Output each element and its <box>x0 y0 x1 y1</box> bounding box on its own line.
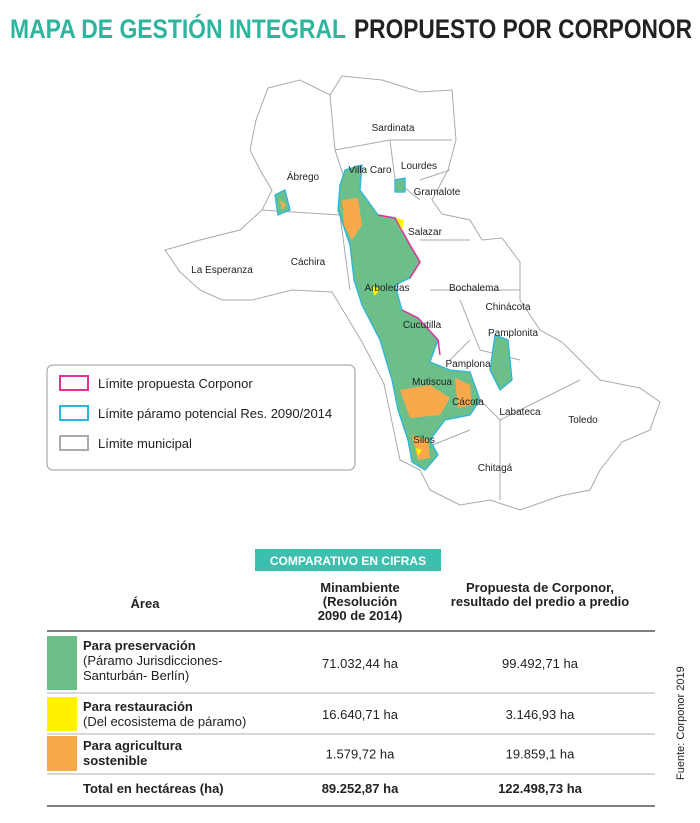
municipality-label: Sardinata <box>372 123 415 134</box>
row-title: Para restauración <box>83 699 193 714</box>
municipality-label: Gramalote <box>414 187 461 198</box>
column-header: Propuesta de Corponor, <box>466 580 614 595</box>
row-swatch <box>47 736 77 771</box>
table-banner-text: COMPARATIVO EN CIFRAS <box>270 554 426 568</box>
legend-box <box>46 364 356 471</box>
legend-swatch <box>59 375 89 391</box>
map <box>164 75 661 511</box>
column-header: (Resolución <box>323 594 397 609</box>
municipality-label: Pamplona <box>445 359 490 370</box>
agriculture-zone <box>280 198 472 460</box>
municipality-label: Bochalema <box>449 283 499 294</box>
municipality-label: Chinácota <box>485 302 530 313</box>
legend-label: Límite páramo potencial Res. 2090/2014 <box>98 406 332 421</box>
paramo-patch <box>274 177 513 392</box>
row-swatch <box>47 636 77 690</box>
row-value: 16.640,71 ha <box>322 707 399 722</box>
municipality-label: Mutiscua <box>412 377 452 388</box>
table-banner <box>255 549 441 571</box>
legend-swatch <box>59 405 89 421</box>
municipality-label: Cucutilla <box>403 320 442 331</box>
total-value: 89.252,87 ha <box>322 781 399 796</box>
total-label: Total en hectáreas (ha) <box>83 781 224 796</box>
row-swatch <box>47 697 77 731</box>
legend-label: Límite propuesta Corponor <box>98 376 253 391</box>
column-header: 2090 de 2014) <box>318 608 403 623</box>
legend-label: Límite municipal <box>98 436 192 451</box>
row-description: (Del ecosistema de páramo) <box>83 714 246 729</box>
row-value: 3.146,93 ha <box>506 707 575 722</box>
municipality-label: Arboledas <box>364 283 409 294</box>
row-value: 71.032,44 ha <box>322 656 399 671</box>
row-value: 99.492,71 ha <box>502 656 579 671</box>
municipality-label: Cácota <box>452 397 484 408</box>
row-title: Para agricultura <box>83 738 183 753</box>
column-header: resultado del predio a predio <box>451 594 629 609</box>
title-part1: MAPA DE GESTIÓN INTEGRAL <box>10 13 346 44</box>
municipality-label: Salazar <box>408 227 443 238</box>
municipality-label: Toledo <box>568 415 598 426</box>
title-part2: PROPUESTO POR CORPONOR <box>354 14 692 44</box>
municipality-label: Lourdes <box>401 161 437 172</box>
municipality-label: Chitagá <box>478 463 513 474</box>
column-header: Área <box>131 596 161 611</box>
row-description: Santurbán- Berlín) <box>83 668 189 683</box>
municipality-label: Silos <box>413 435 435 446</box>
total-value: 122.498,73 ha <box>498 781 583 796</box>
legend-swatch <box>59 435 89 451</box>
municipality-label: Villa Caro <box>348 165 392 176</box>
row-description: (Páramo Jurisdicciones- <box>83 653 222 668</box>
row-title: sostenible <box>83 753 147 768</box>
corponor-limit <box>377 214 441 356</box>
column-header: Minambiente <box>320 580 399 595</box>
municipal-line <box>261 94 581 500</box>
row-value: 1.579,72 ha <box>326 747 395 762</box>
municipality-label: Pamplonita <box>488 328 538 339</box>
source: Fuente: Corponor 2019 <box>675 666 687 780</box>
row-value: 19.859,1 ha <box>506 747 575 762</box>
municipality-label: Cáchira <box>291 257 326 268</box>
municipality-label: Ábrego <box>287 170 320 183</box>
municipality-label: La Esperanza <box>191 265 253 276</box>
row-title: Para preservación <box>83 638 196 653</box>
municipality-label: Labateca <box>499 407 541 418</box>
